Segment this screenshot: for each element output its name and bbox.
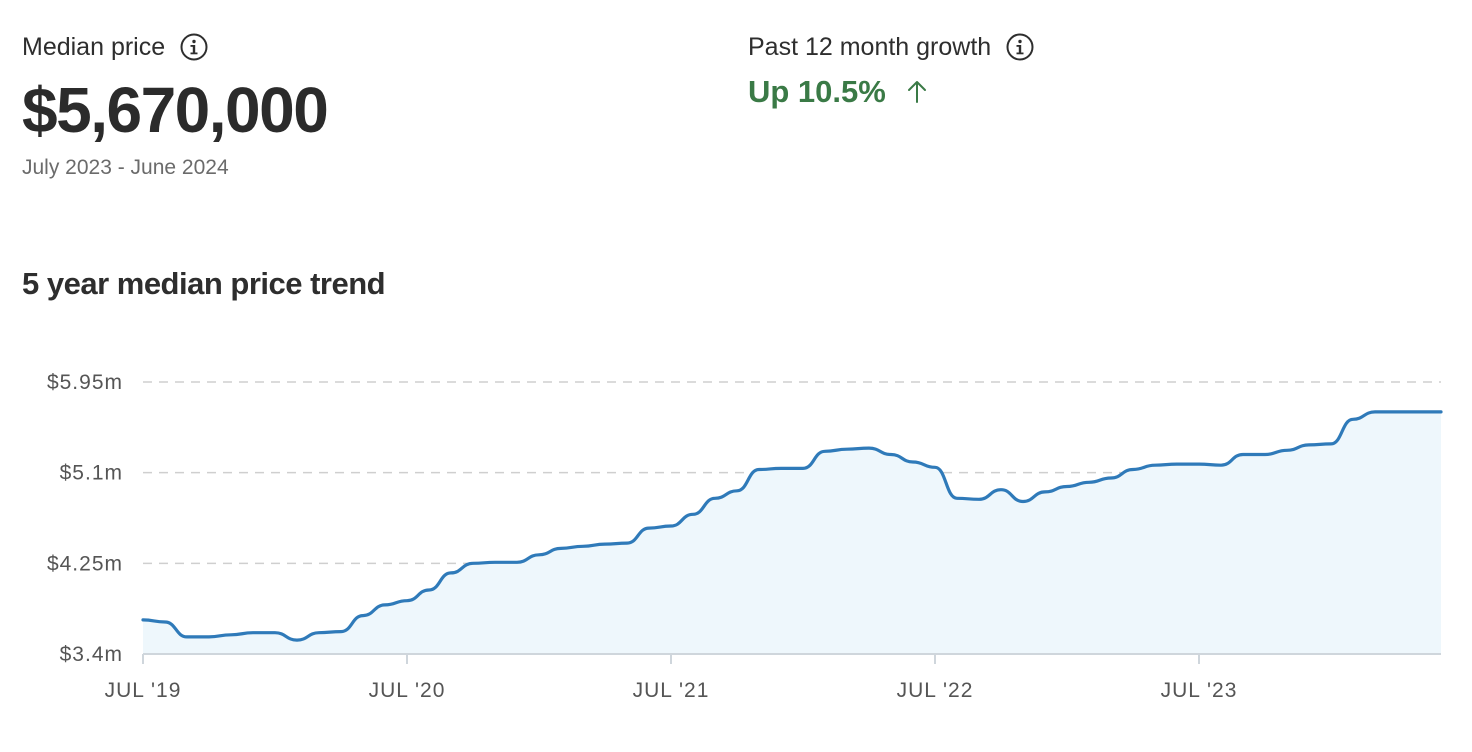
x-tick-label: JUL '23 [1161,679,1238,702]
arrow-up-icon [904,79,930,105]
y-tick-label: $4.25m [47,552,123,575]
series-area [143,411,1441,654]
median-price-label: Median price [22,32,166,61]
growth-panel: Past 12 month growth Up 10.5% [748,30,1035,112]
info-icon[interactable] [1005,32,1035,62]
median-price-value: $5,670,000 [22,74,329,146]
median-price-panel: Median price $5,670,000 July 2023 - June… [22,30,329,180]
x-tick-label: JUL '22 [897,679,974,702]
x-tick-label: JUL '20 [369,679,446,702]
y-tick-label: $5.1m [60,462,123,485]
x-tick-label: JUL '21 [633,679,710,702]
info-icon[interactable] [179,32,209,62]
growth-value: Up 10.5% [748,74,886,109]
median-price-period: July 2023 - June 2024 [22,156,229,179]
growth-row: Up 10.5% [748,72,1035,112]
growth-label: Past 12 month growth [748,32,992,61]
y-tick-label: $3.4m [60,643,123,666]
price-trend-chart: $3.4m $4.25m $5.1m $5.95m JUL '19 JUL '20 JUL … [47,371,1443,702]
chart-title: 5 year median price trend [22,266,386,301]
growth-header: Past 12 month growth [748,30,1035,64]
series-line [141,410,1443,642]
median-price-header: Median price [22,30,327,64]
x-tick-label: JUL '19 [105,679,182,702]
y-tick-label: $5.95m [47,371,123,394]
